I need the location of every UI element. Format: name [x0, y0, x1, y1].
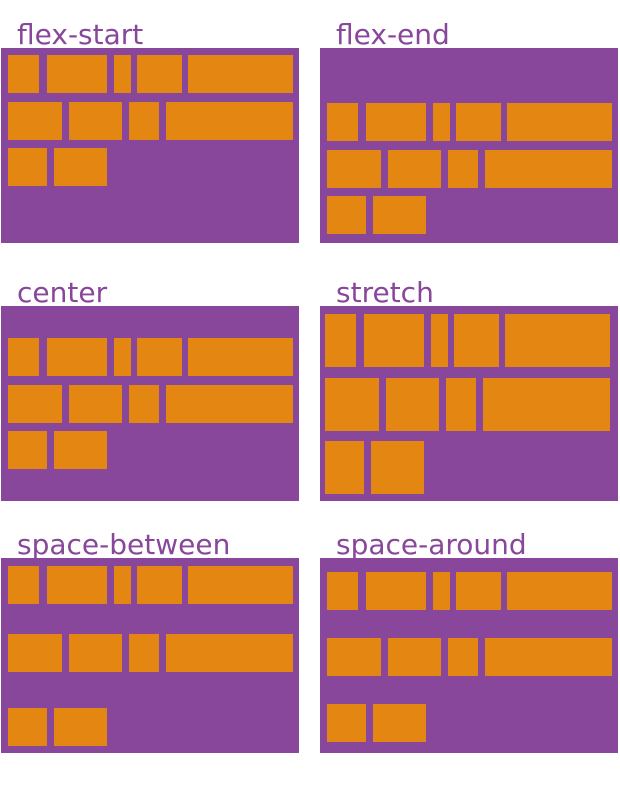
flex-container — [320, 48, 618, 243]
panel-label: space-between — [17, 528, 231, 561]
flex-item — [364, 314, 424, 367]
flex-item — [327, 103, 358, 141]
flex-item — [507, 103, 612, 141]
flex-item — [327, 150, 381, 188]
flex-item — [129, 634, 159, 672]
flex-item — [485, 150, 612, 188]
flex-item — [327, 196, 366, 234]
flex-item — [188, 55, 293, 93]
flex-item — [327, 572, 358, 610]
flex-item — [433, 572, 450, 610]
flex-item — [8, 148, 47, 186]
flex-item — [166, 102, 293, 140]
flex-item — [454, 314, 499, 367]
flex-item — [327, 704, 366, 742]
flex-item — [166, 385, 293, 423]
flex-item — [69, 634, 122, 672]
flex-item — [137, 338, 182, 376]
flex-item — [483, 378, 610, 431]
flex-item — [47, 55, 107, 93]
flex-container — [1, 306, 299, 501]
flex-container — [320, 306, 618, 501]
flex-item — [8, 55, 39, 93]
flex-item — [505, 314, 610, 367]
flex-item — [327, 638, 381, 676]
flex-item — [448, 150, 478, 188]
flex-item — [386, 378, 439, 431]
flex-item — [137, 55, 182, 93]
flex-item — [8, 708, 47, 746]
panel-label: stretch — [336, 276, 434, 309]
flex-item — [325, 314, 356, 367]
panel-label: flex-start — [17, 18, 144, 51]
flex-item — [47, 338, 107, 376]
flex-item — [8, 385, 62, 423]
flex-container — [1, 48, 299, 243]
flex-item — [456, 572, 501, 610]
flex-item — [388, 150, 441, 188]
flex-item — [114, 566, 131, 604]
flex-item — [166, 634, 293, 672]
flex-item — [54, 431, 107, 469]
flex-item — [325, 441, 364, 494]
panel-label: flex-end — [336, 18, 450, 51]
flex-item — [69, 385, 122, 423]
flex-container — [1, 558, 299, 753]
flex-container — [320, 558, 618, 753]
flex-item — [8, 566, 39, 604]
flex-item — [129, 385, 159, 423]
flex-item — [373, 704, 426, 742]
flex-item — [54, 708, 107, 746]
flex-item — [366, 572, 426, 610]
flex-item — [129, 102, 159, 140]
panel-label: space-around — [336, 528, 527, 561]
flex-item — [371, 441, 424, 494]
flex-item — [188, 338, 293, 376]
flex-item — [448, 638, 478, 676]
flex-item — [47, 566, 107, 604]
flex-item — [188, 566, 293, 604]
flex-item — [373, 196, 426, 234]
flex-item — [325, 378, 379, 431]
flex-item — [8, 338, 39, 376]
flex-item — [8, 431, 47, 469]
flex-item — [446, 378, 476, 431]
flex-item — [456, 103, 501, 141]
flex-item — [137, 566, 182, 604]
flex-item — [388, 638, 441, 676]
flex-item — [114, 55, 131, 93]
panel-label: center — [17, 276, 108, 309]
flex-item — [485, 638, 612, 676]
flex-item — [366, 103, 426, 141]
flex-item — [8, 634, 62, 672]
flex-item — [54, 148, 107, 186]
flex-item — [69, 102, 122, 140]
flex-item — [433, 103, 450, 141]
flex-item — [114, 338, 131, 376]
flex-item — [8, 102, 62, 140]
flex-item — [431, 314, 448, 367]
flex-item — [507, 572, 612, 610]
